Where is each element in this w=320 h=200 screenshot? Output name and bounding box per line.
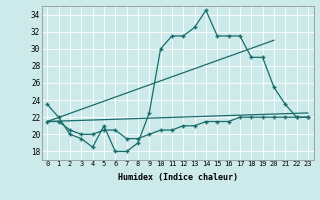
X-axis label: Humidex (Indice chaleur): Humidex (Indice chaleur) xyxy=(118,173,237,182)
